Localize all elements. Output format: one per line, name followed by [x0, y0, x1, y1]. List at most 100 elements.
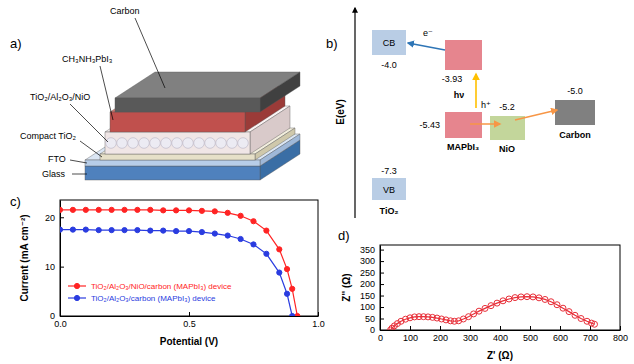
layer-label: CH₃NH₃PbI₃ — [62, 54, 113, 64]
hole-label: h⁺ — [481, 100, 491, 110]
y-tick: 20 — [45, 213, 64, 223]
electron-arrow — [408, 43, 445, 50]
data-point — [96, 228, 101, 233]
series — [388, 294, 598, 330]
data-point — [186, 228, 191, 233]
data-point — [512, 295, 518, 301]
data-point — [536, 295, 542, 301]
layer-label: Carbon — [110, 6, 140, 16]
x-tick: 400 — [493, 326, 508, 343]
data-point — [70, 207, 75, 212]
perovskite-layer-front — [110, 112, 245, 132]
energy-value: -5.2 — [499, 102, 515, 112]
nanoparticle — [194, 138, 205, 149]
data-point — [122, 207, 127, 212]
legend-marker — [74, 295, 79, 300]
figure: a)b)c)d)CarbonCH₃NH₃PbI₃TiO₂/Al₂O₃/NiOCo… — [0, 0, 634, 364]
energy-value: -5.43 — [419, 120, 440, 130]
nanoparticle — [227, 138, 238, 149]
data-point — [542, 296, 548, 302]
y-tick-mark — [380, 330, 384, 331]
data-point — [284, 291, 289, 296]
data-point — [277, 247, 282, 252]
data-point — [225, 210, 230, 215]
data-point — [290, 313, 295, 316]
x-tick: 1.0 — [312, 312, 325, 329]
data-point — [238, 236, 243, 241]
data-point — [284, 267, 289, 272]
y-tick: 100 — [360, 302, 384, 312]
plot-frame — [60, 200, 318, 316]
data-point — [60, 207, 63, 212]
data-point — [277, 270, 282, 275]
x-axis-title: Potential (V) — [160, 336, 218, 347]
data-point — [174, 208, 179, 213]
data-point — [494, 300, 500, 306]
energy-axis — [354, 8, 355, 218]
nanoparticle — [117, 138, 128, 149]
carbon-layer-front — [115, 98, 260, 112]
y-tick-label: 150 — [360, 291, 375, 301]
series-line — [391, 297, 595, 330]
nanoparticle — [161, 138, 172, 149]
x-tick-label: 0.5 — [183, 319, 196, 329]
data-point — [109, 228, 114, 233]
x-tick-mark — [410, 326, 411, 330]
x-tick-mark — [318, 312, 319, 316]
energy-value: -4.0 — [381, 60, 397, 70]
series — [60, 207, 300, 316]
x-tick-label: 0.0 — [54, 319, 67, 329]
data-point — [96, 207, 101, 212]
layer-label: TiO₂/Al₂O₃/NiO — [30, 92, 90, 102]
nanoparticle — [183, 138, 194, 149]
x-tick-mark — [470, 326, 471, 330]
y-tick-label: 10 — [45, 262, 55, 272]
photon-arrow — [475, 74, 477, 108]
x-tick: 700 — [583, 326, 598, 343]
data-point — [199, 208, 204, 213]
x-tick: 0.5 — [183, 312, 196, 329]
data-point — [83, 227, 88, 232]
legend-entry: TiO₂/Al₂O₃/NiO/carbon (MAPbI₃) device — [68, 282, 232, 291]
legend-label: TiO₂/Al₂O₃/carbon (MAPbI₃) device — [91, 294, 216, 303]
series — [60, 227, 295, 316]
data-point — [251, 242, 256, 247]
energy-value: -3.93 — [442, 74, 463, 84]
data-point — [482, 305, 488, 311]
material-label: MAPbI₃ — [447, 142, 479, 152]
legend-entry: TiO₂/Al₂O₃/carbon (MAPbI₃) device — [68, 294, 216, 303]
nanoparticle — [172, 138, 183, 149]
data-point — [83, 207, 88, 212]
data-point — [109, 207, 114, 212]
y-tick-mark — [380, 284, 384, 285]
y-axis-line — [380, 246, 381, 331]
y-tick: 250 — [360, 268, 384, 278]
y-tick: 300 — [360, 256, 384, 266]
y-tick-mark — [380, 273, 384, 274]
plot-area — [60, 207, 300, 316]
nanoparticle — [139, 138, 150, 149]
band-label: CB — [383, 38, 396, 48]
data-point — [548, 299, 554, 305]
data-point — [506, 296, 512, 302]
nanoparticle — [150, 138, 161, 149]
data-point — [161, 228, 166, 233]
y-tick-label: 250 — [360, 268, 375, 278]
y-tick-label: 100 — [360, 302, 375, 312]
data-point — [566, 309, 572, 315]
y-tick-mark — [380, 296, 384, 297]
y-tick-label: 0 — [50, 311, 55, 321]
layer-label: Compact TiO₂ — [20, 131, 77, 141]
x-tick-label: 300 — [463, 333, 478, 343]
data-point — [122, 228, 127, 233]
data-point — [212, 209, 217, 214]
legend-marker — [74, 283, 79, 288]
x-tick-label: 500 — [523, 333, 538, 343]
y-tick: 50 — [365, 314, 384, 324]
data-point — [135, 228, 140, 233]
leader-line — [72, 174, 87, 175]
hole-arrow — [515, 110, 557, 120]
glass-layer-front — [85, 166, 260, 180]
data-point — [518, 294, 524, 300]
y-axis-title: Current (mA cm⁻²) — [19, 214, 30, 301]
